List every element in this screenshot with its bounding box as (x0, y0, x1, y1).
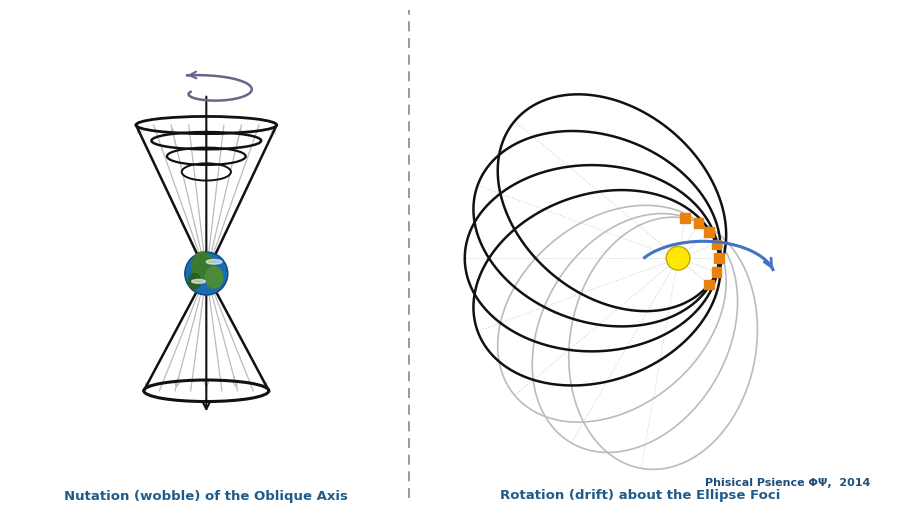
Circle shape (670, 250, 685, 266)
Ellipse shape (192, 252, 213, 279)
Ellipse shape (188, 273, 200, 289)
Ellipse shape (192, 279, 205, 283)
Circle shape (670, 250, 685, 266)
Circle shape (670, 250, 685, 266)
Circle shape (670, 250, 685, 266)
Ellipse shape (205, 267, 223, 288)
Circle shape (670, 250, 685, 266)
Circle shape (670, 250, 685, 266)
Circle shape (670, 250, 685, 266)
Ellipse shape (206, 260, 222, 264)
Text: Rotation (drift) about the Ellipse Foci: Rotation (drift) about the Ellipse Foci (500, 489, 780, 502)
Text: Phisical Psience ΦΨ,  2014: Phisical Psience ΦΨ, 2014 (705, 478, 870, 488)
Text: Nutation (wobble) of the Oblique Axis: Nutation (wobble) of the Oblique Axis (65, 490, 348, 503)
Circle shape (666, 246, 690, 270)
Circle shape (185, 252, 228, 295)
